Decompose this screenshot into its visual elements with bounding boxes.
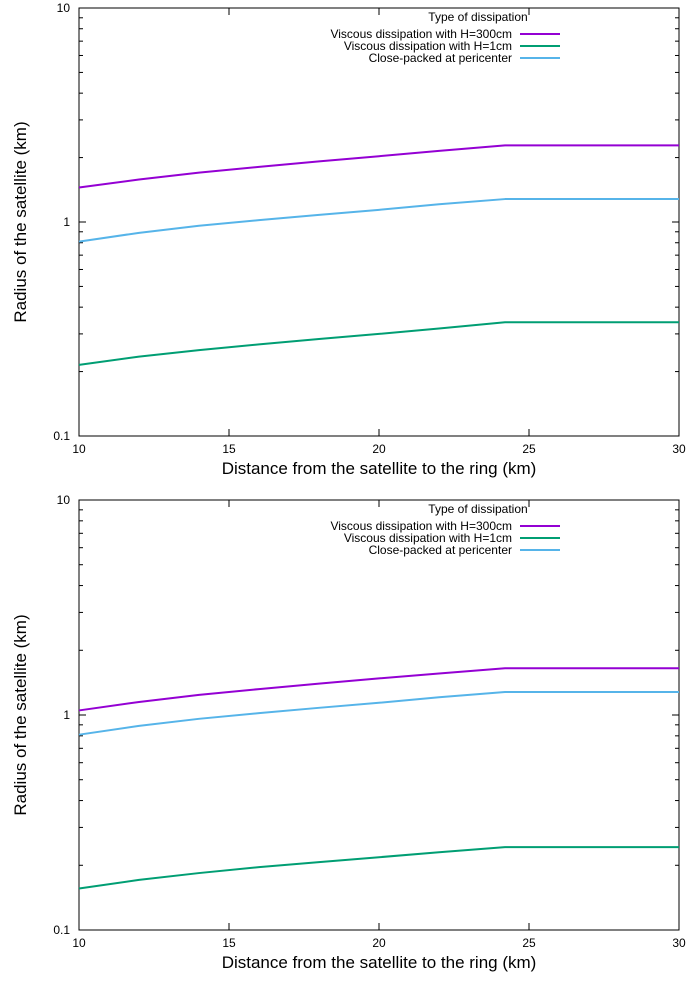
x-tick-label: 25 [522,936,536,950]
plot-frame [78,7,680,437]
x-axis-title: Distance from the satellite to the ring … [222,459,537,478]
x-tick-label: 20 [372,936,386,950]
x-tick-label: 10 [72,936,86,950]
legend-title: Type of dissipation [428,502,527,516]
legend: Type of dissipation Viscous dissipation w… [330,10,560,65]
x-tick-label: 25 [522,442,536,456]
legend-entry-label: Close-packed at pericenter [369,51,512,65]
y-tick-label: 1 [63,215,70,229]
series-line-1 [78,144,679,189]
y-tick-label: 1 [63,708,70,722]
y-tick-label: 10 [57,493,71,507]
y-tick-label: 0.1 [53,429,70,443]
legend-entry-label: Viscous dissipation with H=1cm [344,39,512,53]
legend-entry-label: Viscous dissipation with H=300cm [330,519,512,533]
legend-entry-label: Viscous dissipation with H=300cm [330,27,512,41]
x-tick-label: 30 [672,442,686,456]
legend-entry-label: Viscous dissipation with H=1cm [344,531,512,545]
series-line-3 [78,198,679,243]
legend-entry-label: Close-packed at pericenter [369,543,512,557]
series-line-1 [78,667,679,712]
chart-2: 10 15 20 25 30 0.1 1 10 Distance from the satell… [11,493,686,972]
x-tick-label: 30 [672,936,686,950]
legend: Type of dissipation Viscous dissipation w… [330,502,560,557]
series-line-3 [78,690,679,736]
x-tick-label: 10 [72,442,86,456]
x-tick-label: 20 [372,442,386,456]
legend-title: Type of dissipation [428,10,527,24]
series-line-2 [78,321,679,366]
y-axis-title: Radius of the satellite (km) [11,614,30,815]
x-axis-title: Distance from the satellite to the ring … [222,953,537,972]
plot-frame [78,499,680,931]
x-tick-label: 15 [222,442,236,456]
y-tick-label: 0.1 [53,923,70,937]
y-axis-title: Radius of the satellite (km) [11,121,30,322]
chart-1: 10 15 20 25 30 0.1 1 10 Distance from the satell… [11,1,686,478]
x-tick-label: 15 [222,936,236,950]
y-tick-label: 10 [57,1,71,15]
series-line-2 [78,846,679,890]
